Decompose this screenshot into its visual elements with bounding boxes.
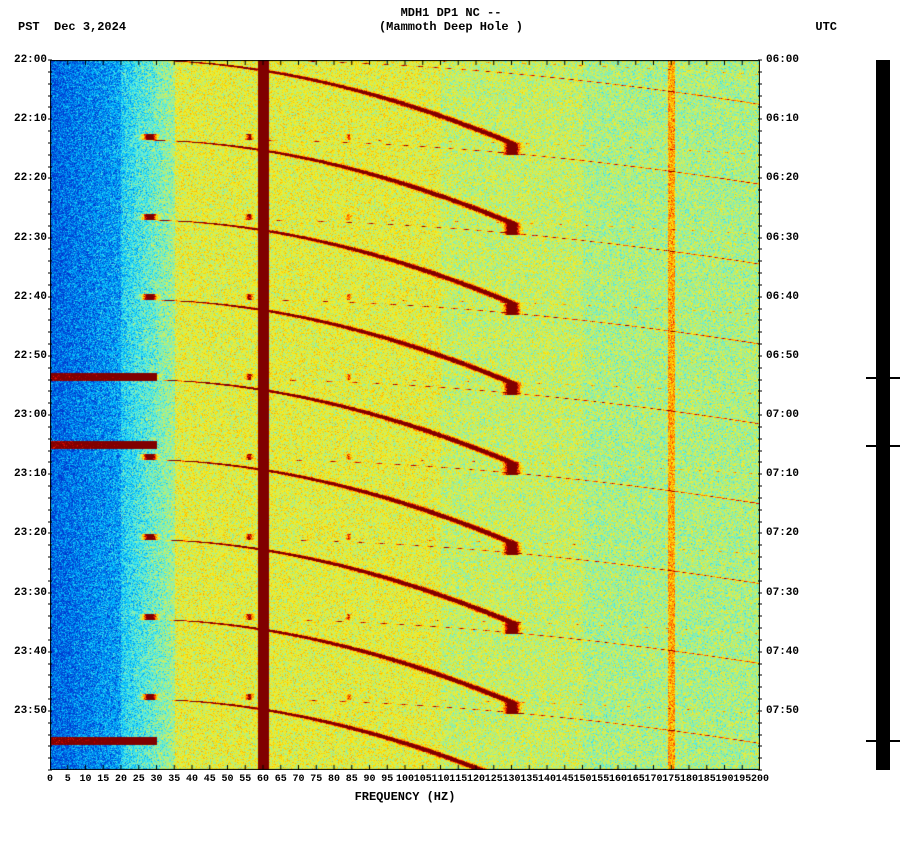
xtick: 55 [239,774,251,785]
ytick-right: 06:40 [766,291,799,303]
ytick-left: 22:20 [7,172,47,184]
xtick: 50 [221,774,233,785]
xtick: 175 [662,774,680,785]
xtick: 105 [414,774,432,785]
xtick: 75 [310,774,322,785]
ytick-left: 22:00 [7,54,47,66]
ytick-right: 06:50 [766,350,799,362]
ytick-right: 07:00 [766,409,799,421]
ytick-right: 07:30 [766,587,799,599]
xtick: 150 [573,774,591,785]
xtick: 35 [168,774,180,785]
xtick: 10 [79,774,91,785]
xtick: 0 [47,774,53,785]
ytick-left: 23:00 [7,409,47,421]
ytick-left: 22:50 [7,350,47,362]
tz-left-block: PST Dec 3,2024 [18,20,126,34]
xtick: 60 [257,774,269,785]
xtick: 20 [115,774,127,785]
spectrogram-canvas [50,60,760,770]
xtick: 140 [538,774,556,785]
xtick: 30 [150,774,162,785]
spectrogram-plot [50,60,760,770]
xtick: 125 [485,774,503,785]
ytick-left: 22:40 [7,291,47,303]
xtick: 155 [591,774,609,785]
xtick: 135 [520,774,538,785]
xtick: 100 [396,774,414,785]
xtick: 15 [97,774,109,785]
ytick-left: 22:30 [7,232,47,244]
xtick: 145 [556,774,574,785]
ytick-left: 23:30 [7,587,47,599]
ytick-left: 23:50 [7,705,47,717]
ytick-right: 06:00 [766,54,799,66]
ytick-left: 23:20 [7,527,47,539]
xtick: 190 [715,774,733,785]
ytick-right: 06:20 [766,172,799,184]
station-line: MDH1 DP1 NC -- [0,6,902,20]
tz-right-label: UTC [815,20,837,34]
tz-left-label: PST [18,20,40,34]
xaxis-title: FREQUENCY (HZ) [0,790,810,804]
ytick-left: 23:40 [7,646,47,658]
ytick-left: 22:10 [7,113,47,125]
xtick: 90 [363,774,375,785]
xtick: 45 [204,774,216,785]
xtick: 165 [627,774,645,785]
xtick: 170 [644,774,662,785]
xtick: 195 [733,774,751,785]
xtick: 95 [381,774,393,785]
xtick: 80 [328,774,340,785]
xtick: 200 [751,774,769,785]
ytick-right: 06:10 [766,113,799,125]
xtick: 85 [346,774,358,785]
xtick: 180 [680,774,698,785]
station-name: (Mammoth Deep Hole ) [0,20,902,34]
xtick: 120 [467,774,485,785]
date-label: Dec 3,2024 [54,20,126,34]
amplitude-bar [876,60,890,770]
xtick: 115 [449,774,467,785]
ytick-right: 07:10 [766,468,799,480]
xtick: 185 [698,774,716,785]
xtick: 25 [133,774,145,785]
ytick-left: 23:10 [7,468,47,480]
xtick: 160 [609,774,627,785]
xtick: 110 [431,774,449,785]
ytick-right: 07:50 [766,705,799,717]
ytick-right: 07:40 [766,646,799,658]
xtick: 130 [502,774,520,785]
xtick: 70 [292,774,304,785]
xtick: 40 [186,774,198,785]
ytick-right: 06:30 [766,232,799,244]
xtick: 65 [275,774,287,785]
ytick-right: 07:20 [766,527,799,539]
xtick: 5 [65,774,71,785]
